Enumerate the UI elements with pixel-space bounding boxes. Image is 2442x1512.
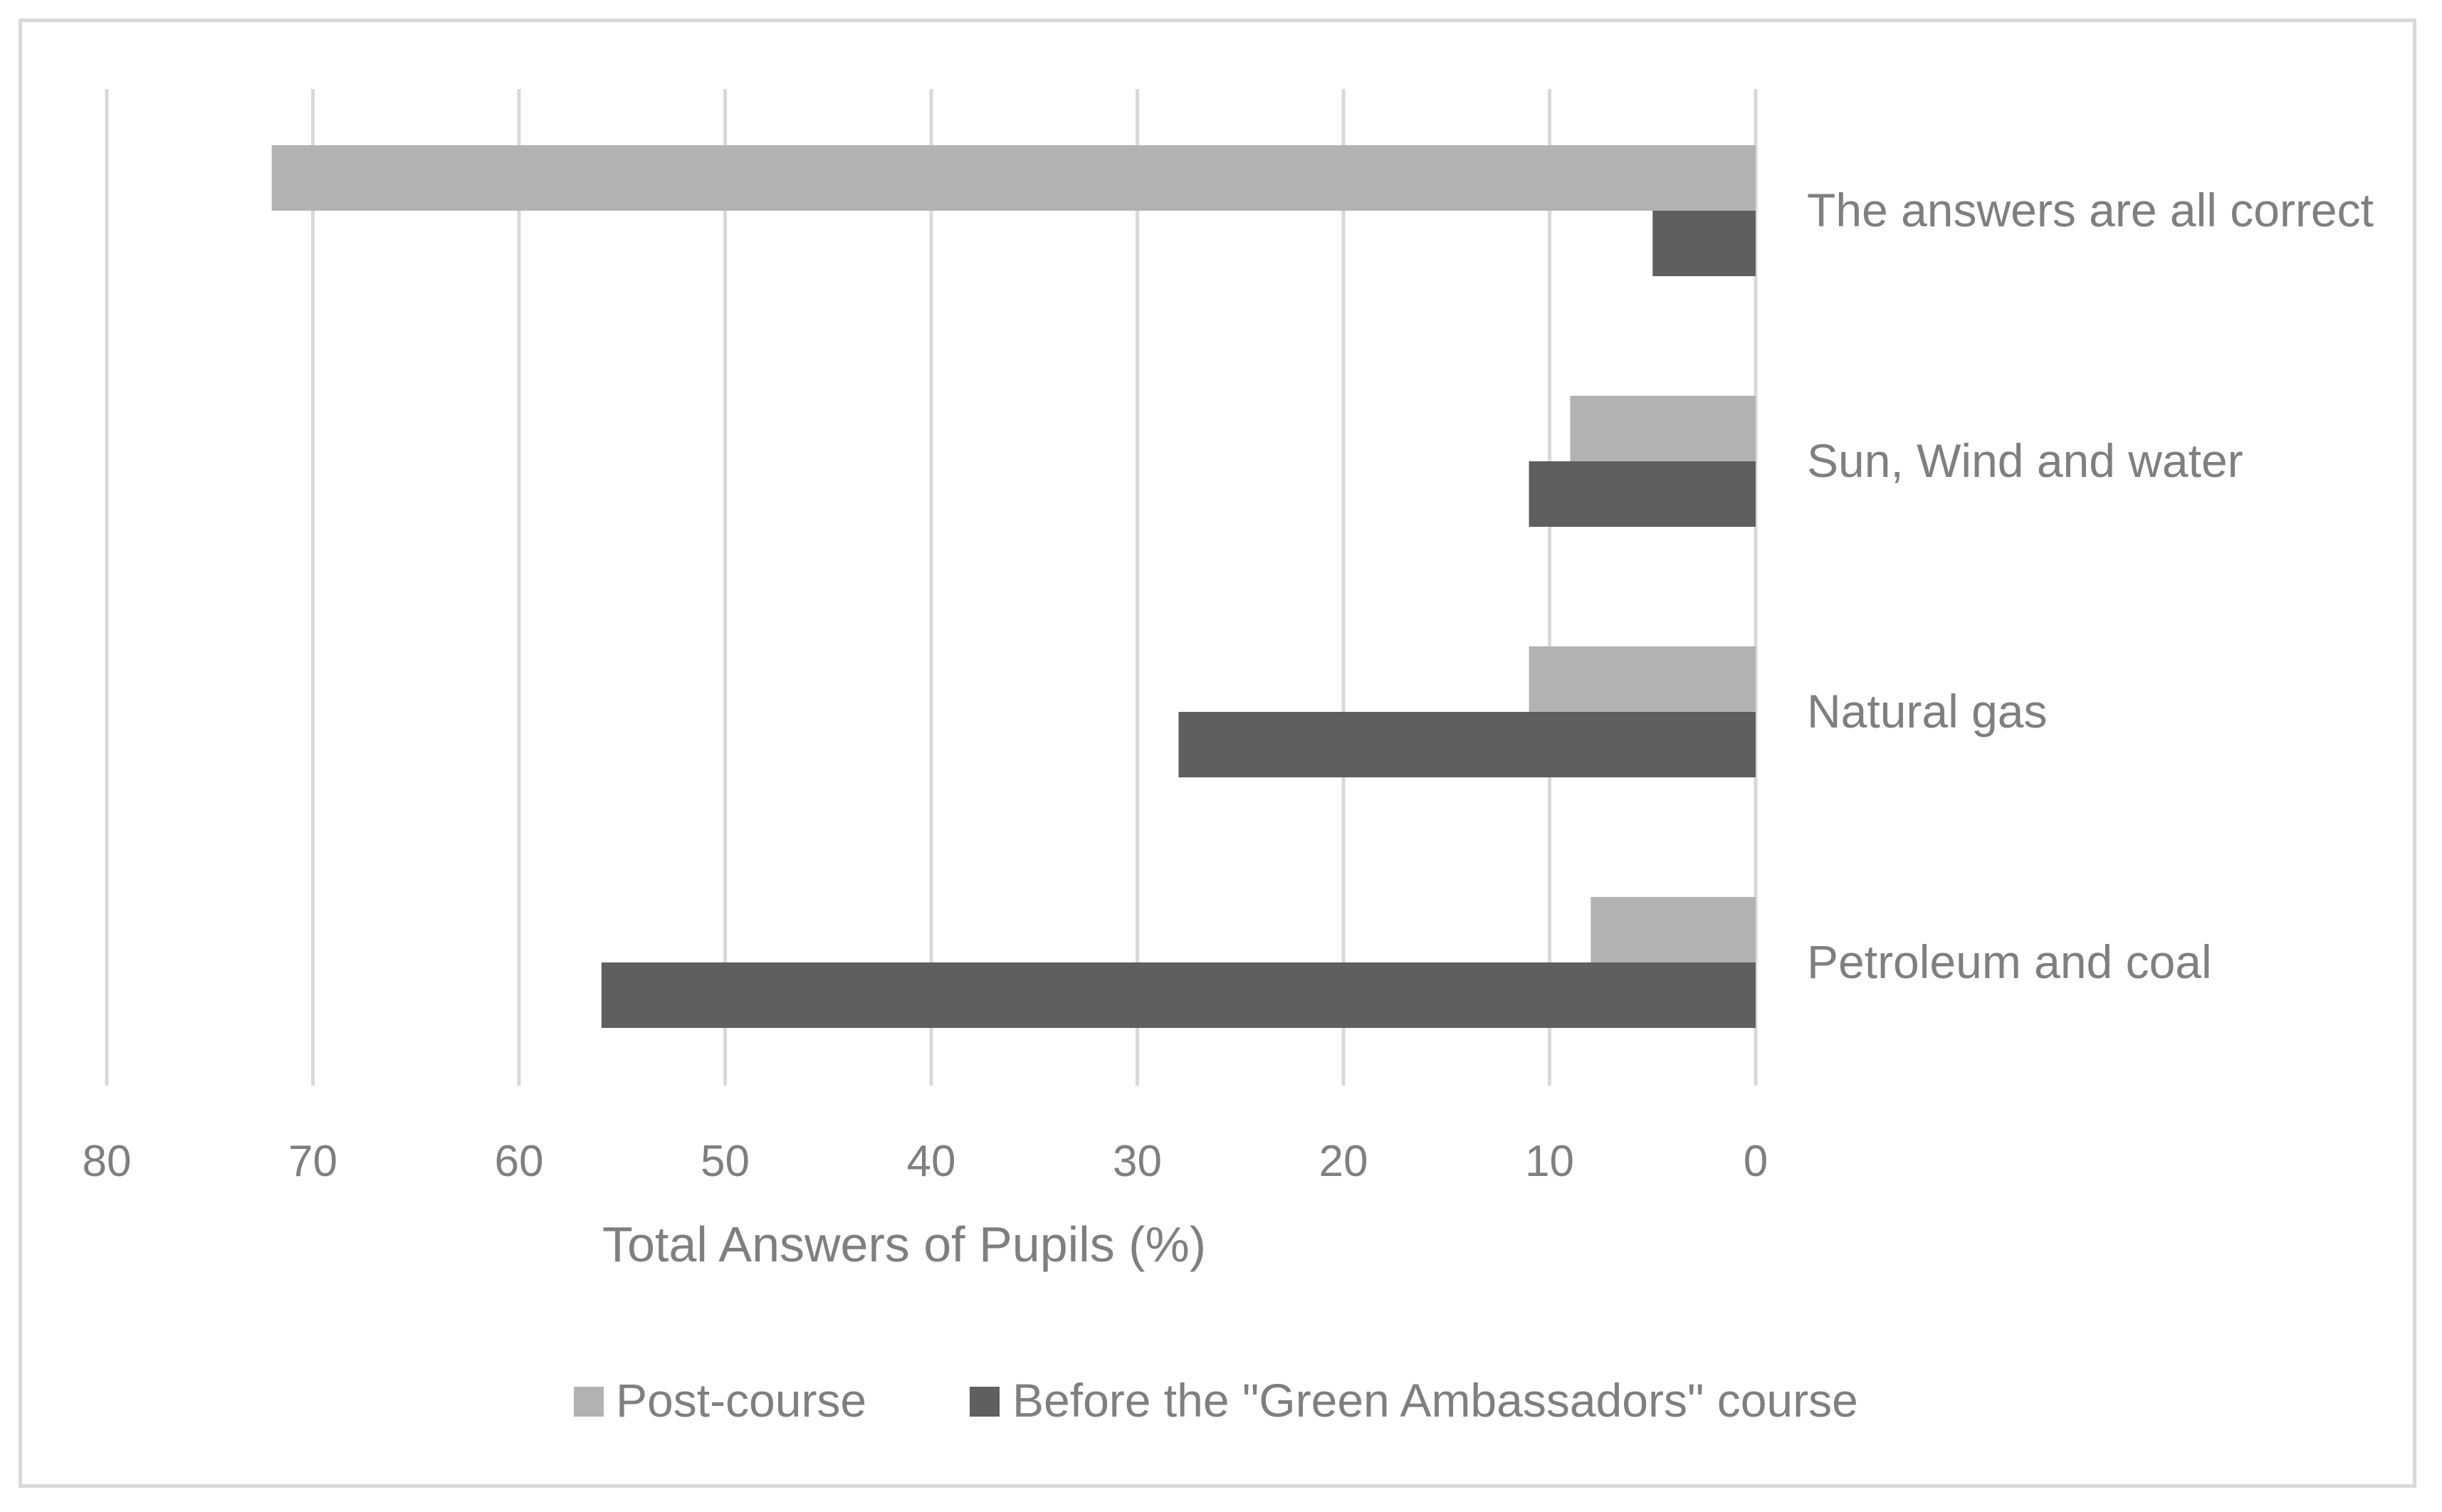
legend-label: Before the "Green Ambassadors" course	[1012, 1374, 1858, 1427]
bars	[271, 145, 1756, 1028]
bar	[1591, 897, 1756, 962]
x-tick-label: 60	[495, 1137, 544, 1186]
legend-label: Post-course	[616, 1374, 866, 1427]
category-label: The answers are all correct	[1807, 184, 2374, 236]
legend-swatch	[574, 1387, 604, 1417]
bar	[1570, 396, 1756, 461]
category-labels: The answers are all correct Sun, Wind and…	[1807, 184, 2374, 988]
bar	[271, 145, 1756, 211]
bar	[601, 962, 1756, 1028]
x-tick-label: 30	[1113, 1137, 1162, 1186]
x-axis-title: Total Answers of Pupils (%)	[602, 1217, 1206, 1272]
bar	[1529, 461, 1756, 527]
x-tick-label: 0	[1744, 1137, 1768, 1186]
x-tick-label: 50	[701, 1137, 750, 1186]
x-tick-label: 80	[83, 1137, 132, 1186]
legend: Post-course Before the "Green Ambassadors…	[574, 1374, 1858, 1427]
x-tick-label: 20	[1319, 1137, 1368, 1186]
x-tick-label: 40	[907, 1137, 956, 1186]
category-label: Petroleum and coal	[1807, 935, 2212, 988]
bar	[1652, 211, 1756, 276]
x-tick-label: 70	[288, 1137, 337, 1186]
category-label: Natural gas	[1807, 685, 2048, 737]
category-label: Sun, Wind and water	[1807, 434, 2243, 487]
bar	[1178, 712, 1756, 777]
x-tick-label: 10	[1525, 1137, 1574, 1186]
gridlines	[105, 89, 1758, 1086]
legend-swatch	[970, 1387, 1000, 1417]
bar	[1529, 646, 1756, 712]
x-tick-labels: 80 70 60 50 40 30 20 10 0	[83, 1137, 1768, 1186]
